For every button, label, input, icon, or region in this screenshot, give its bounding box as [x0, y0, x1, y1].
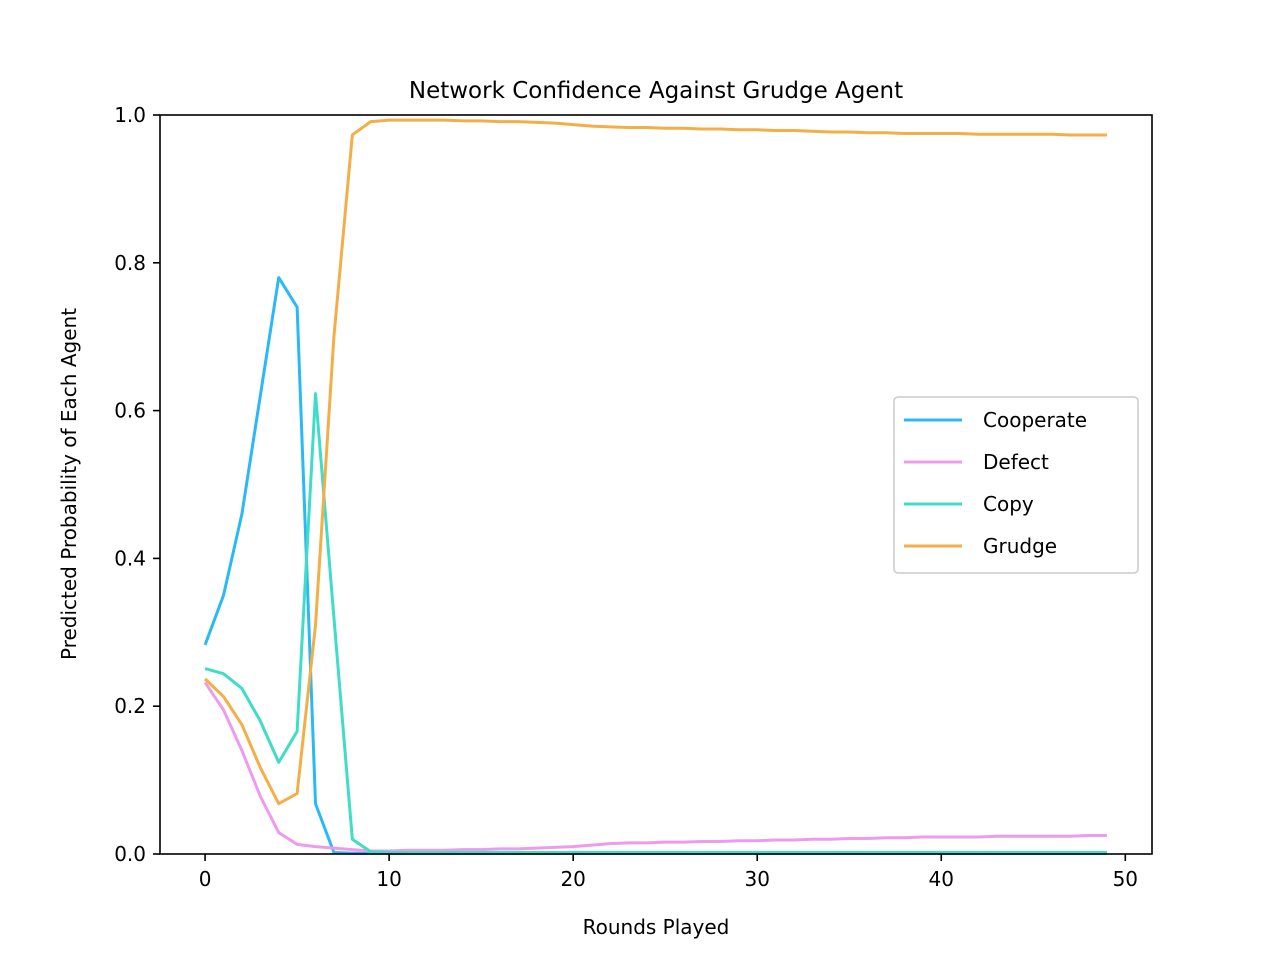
y-axis-label: Predicted Probability of Each Agent — [57, 308, 81, 660]
plot-frame — [159, 114, 1153, 855]
legend-label: Cooperate — [983, 408, 1087, 432]
legend-item-grudge: Grudge — [904, 534, 1057, 558]
chart-title: Network Confidence Against Grudge Agent — [409, 78, 903, 104]
y-tick-label: 0.8 — [114, 251, 146, 275]
legend-label: Copy — [983, 492, 1034, 516]
series-line-copy — [204, 392, 1107, 855]
x-tick-label: 50 — [1113, 867, 1138, 891]
series-line-defect — [203, 681, 1107, 853]
x-axis-ticks: 0 10 20 30 40 50 — [199, 854, 1138, 891]
y-tick-label: 1.0 — [114, 103, 146, 127]
legend-item-defect: Defect — [904, 450, 1049, 474]
legend-box — [893, 396, 1139, 574]
legend: Cooperate Defect Copy Grudge — [893, 396, 1139, 574]
series-line-grudge — [204, 118, 1107, 806]
legend-label: Defect — [983, 450, 1049, 474]
y-tick-label: 0.6 — [114, 399, 146, 423]
x-tick-label: 10 — [376, 867, 401, 891]
x-axis-label: Rounds Played — [583, 915, 730, 939]
x-tick-label: 20 — [560, 867, 585, 891]
x-tick-label: 40 — [929, 867, 954, 891]
y-tick-label: 0.4 — [114, 546, 146, 570]
legend-label: Grudge — [983, 534, 1057, 558]
x-tick-label: 0 — [199, 867, 212, 891]
x-tick-label: 30 — [744, 867, 769, 891]
legend-item-cooperate: Cooperate — [904, 408, 1087, 432]
y-tick-label: 0.2 — [114, 694, 146, 718]
y-tick-label: 0.0 — [114, 842, 146, 866]
legend-item-copy: Copy — [904, 492, 1034, 516]
y-axis-ticks: 0.0 0.2 0.4 0.6 0.8 1.0 — [114, 103, 160, 866]
